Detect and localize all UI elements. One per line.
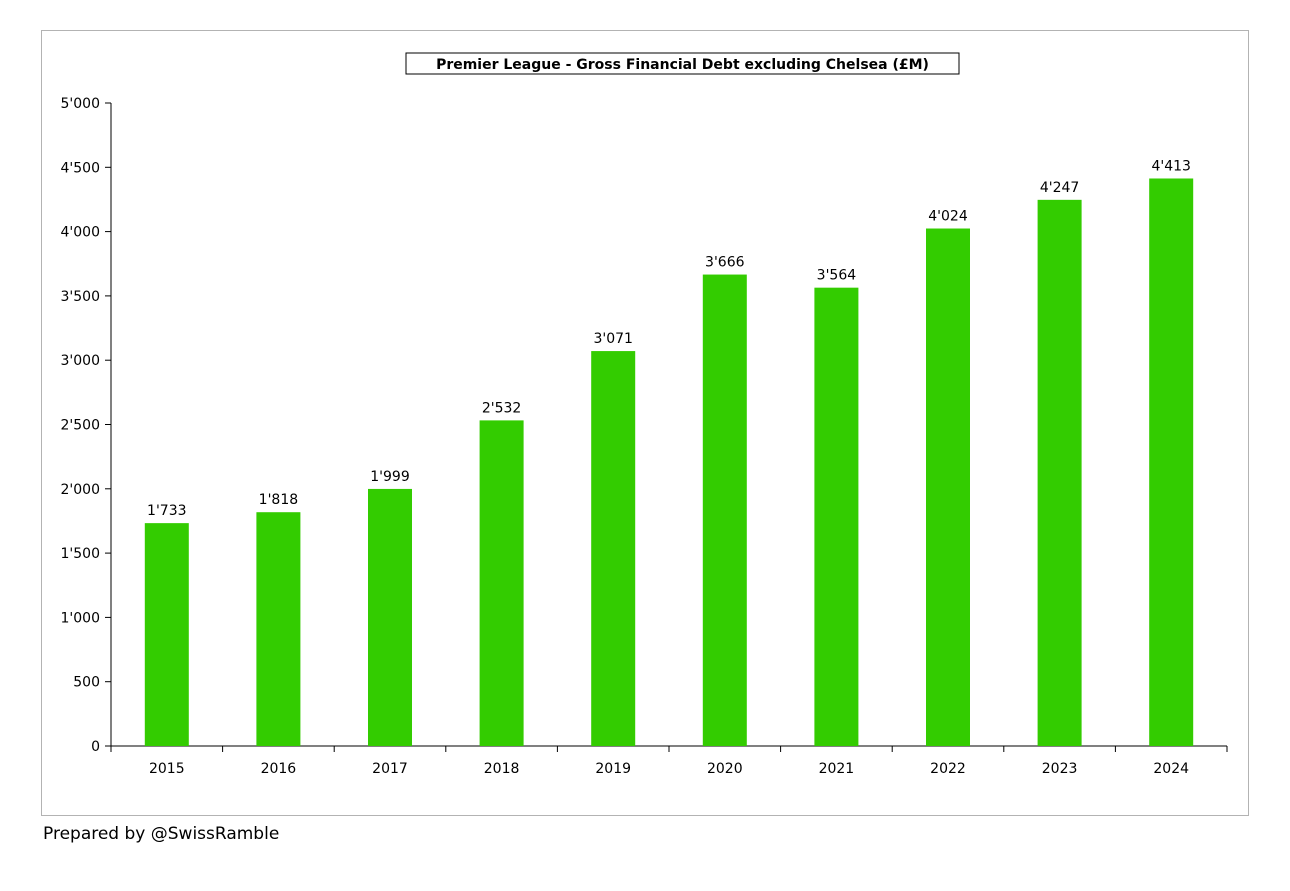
x-tick-label-2021: 2021 [819, 761, 855, 777]
x-tick-label-2017: 2017 [372, 761, 408, 777]
y-tick-label: 2'000 [61, 482, 100, 498]
y-tick-label: 5'000 [61, 96, 100, 112]
data-label-2022: 4'024 [928, 209, 968, 225]
x-tick-label-2015: 2015 [149, 761, 185, 777]
bar-2017 [368, 488, 412, 746]
bar-2015 [144, 523, 189, 746]
x-tick-label-2019: 2019 [595, 761, 631, 777]
x-tick-label-2022: 2022 [930, 761, 966, 777]
bar-2021 [814, 287, 859, 746]
x-tick-labels-group: 2015 2016 2017 2018 2019 2020 2021 2022 2023 2024 [149, 761, 1189, 777]
chart-title-box: Premier League - Gross Financial Debt ex… [405, 52, 960, 75]
footer-credit: Prepared by @SwissRamble [43, 824, 280, 844]
y-tick-label: 0 [91, 739, 100, 755]
bars-group [144, 178, 1194, 746]
data-label-2016: 1'818 [259, 492, 298, 508]
bar-2022 [926, 228, 970, 746]
y-tick-label: 2'500 [61, 418, 100, 434]
x-tick-label-2020: 2020 [707, 761, 743, 777]
data-label-2019: 3'071 [593, 331, 632, 347]
bar-2024 [1149, 178, 1194, 746]
data-label-2020: 3'666 [705, 255, 745, 271]
y-tick-label: 4'500 [61, 160, 100, 176]
chart-title-border [405, 52, 960, 75]
y-tick-label: 1'000 [61, 610, 100, 626]
x-tick-label-2016: 2016 [261, 761, 297, 777]
x-tick-label-2024: 2024 [1153, 761, 1189, 777]
x-axis-ticks [110, 746, 1228, 752]
bar-2023 [1037, 199, 1082, 746]
y-tick-label: 3'000 [61, 353, 100, 369]
bar-2020 [702, 274, 747, 746]
y-tick-label: 3'500 [61, 289, 100, 305]
data-label-2015: 1'733 [147, 503, 186, 519]
data-label-2018: 2'532 [482, 400, 521, 416]
bar-2018 [479, 420, 524, 746]
y-tick-label: 1'500 [61, 546, 100, 562]
data-label-2024: 4'413 [1151, 158, 1190, 174]
data-label-2017: 1'999 [370, 469, 409, 485]
y-tick-label: 4'000 [61, 225, 100, 241]
value-labels-group: 1'733 1'818 1'999 2'532 3'071 3'666 3'564 4'024… [147, 158, 1191, 519]
data-label-2021: 3'564 [817, 268, 857, 284]
bar-2016 [256, 512, 301, 746]
chart-title: Premier League - Gross Financial Debt ex… [436, 57, 929, 73]
y-tick-label: 500 [73, 675, 100, 691]
x-tick-label-2023: 2023 [1042, 761, 1078, 777]
data-label-2023: 4'247 [1040, 180, 1079, 196]
x-tick-label-2018: 2018 [484, 761, 520, 777]
bar-2019 [591, 351, 636, 746]
y-axis-ticks: 0 500 1'000 1'500 2'000 2'500 3'000 3'500 4'000 4… [61, 96, 111, 755]
